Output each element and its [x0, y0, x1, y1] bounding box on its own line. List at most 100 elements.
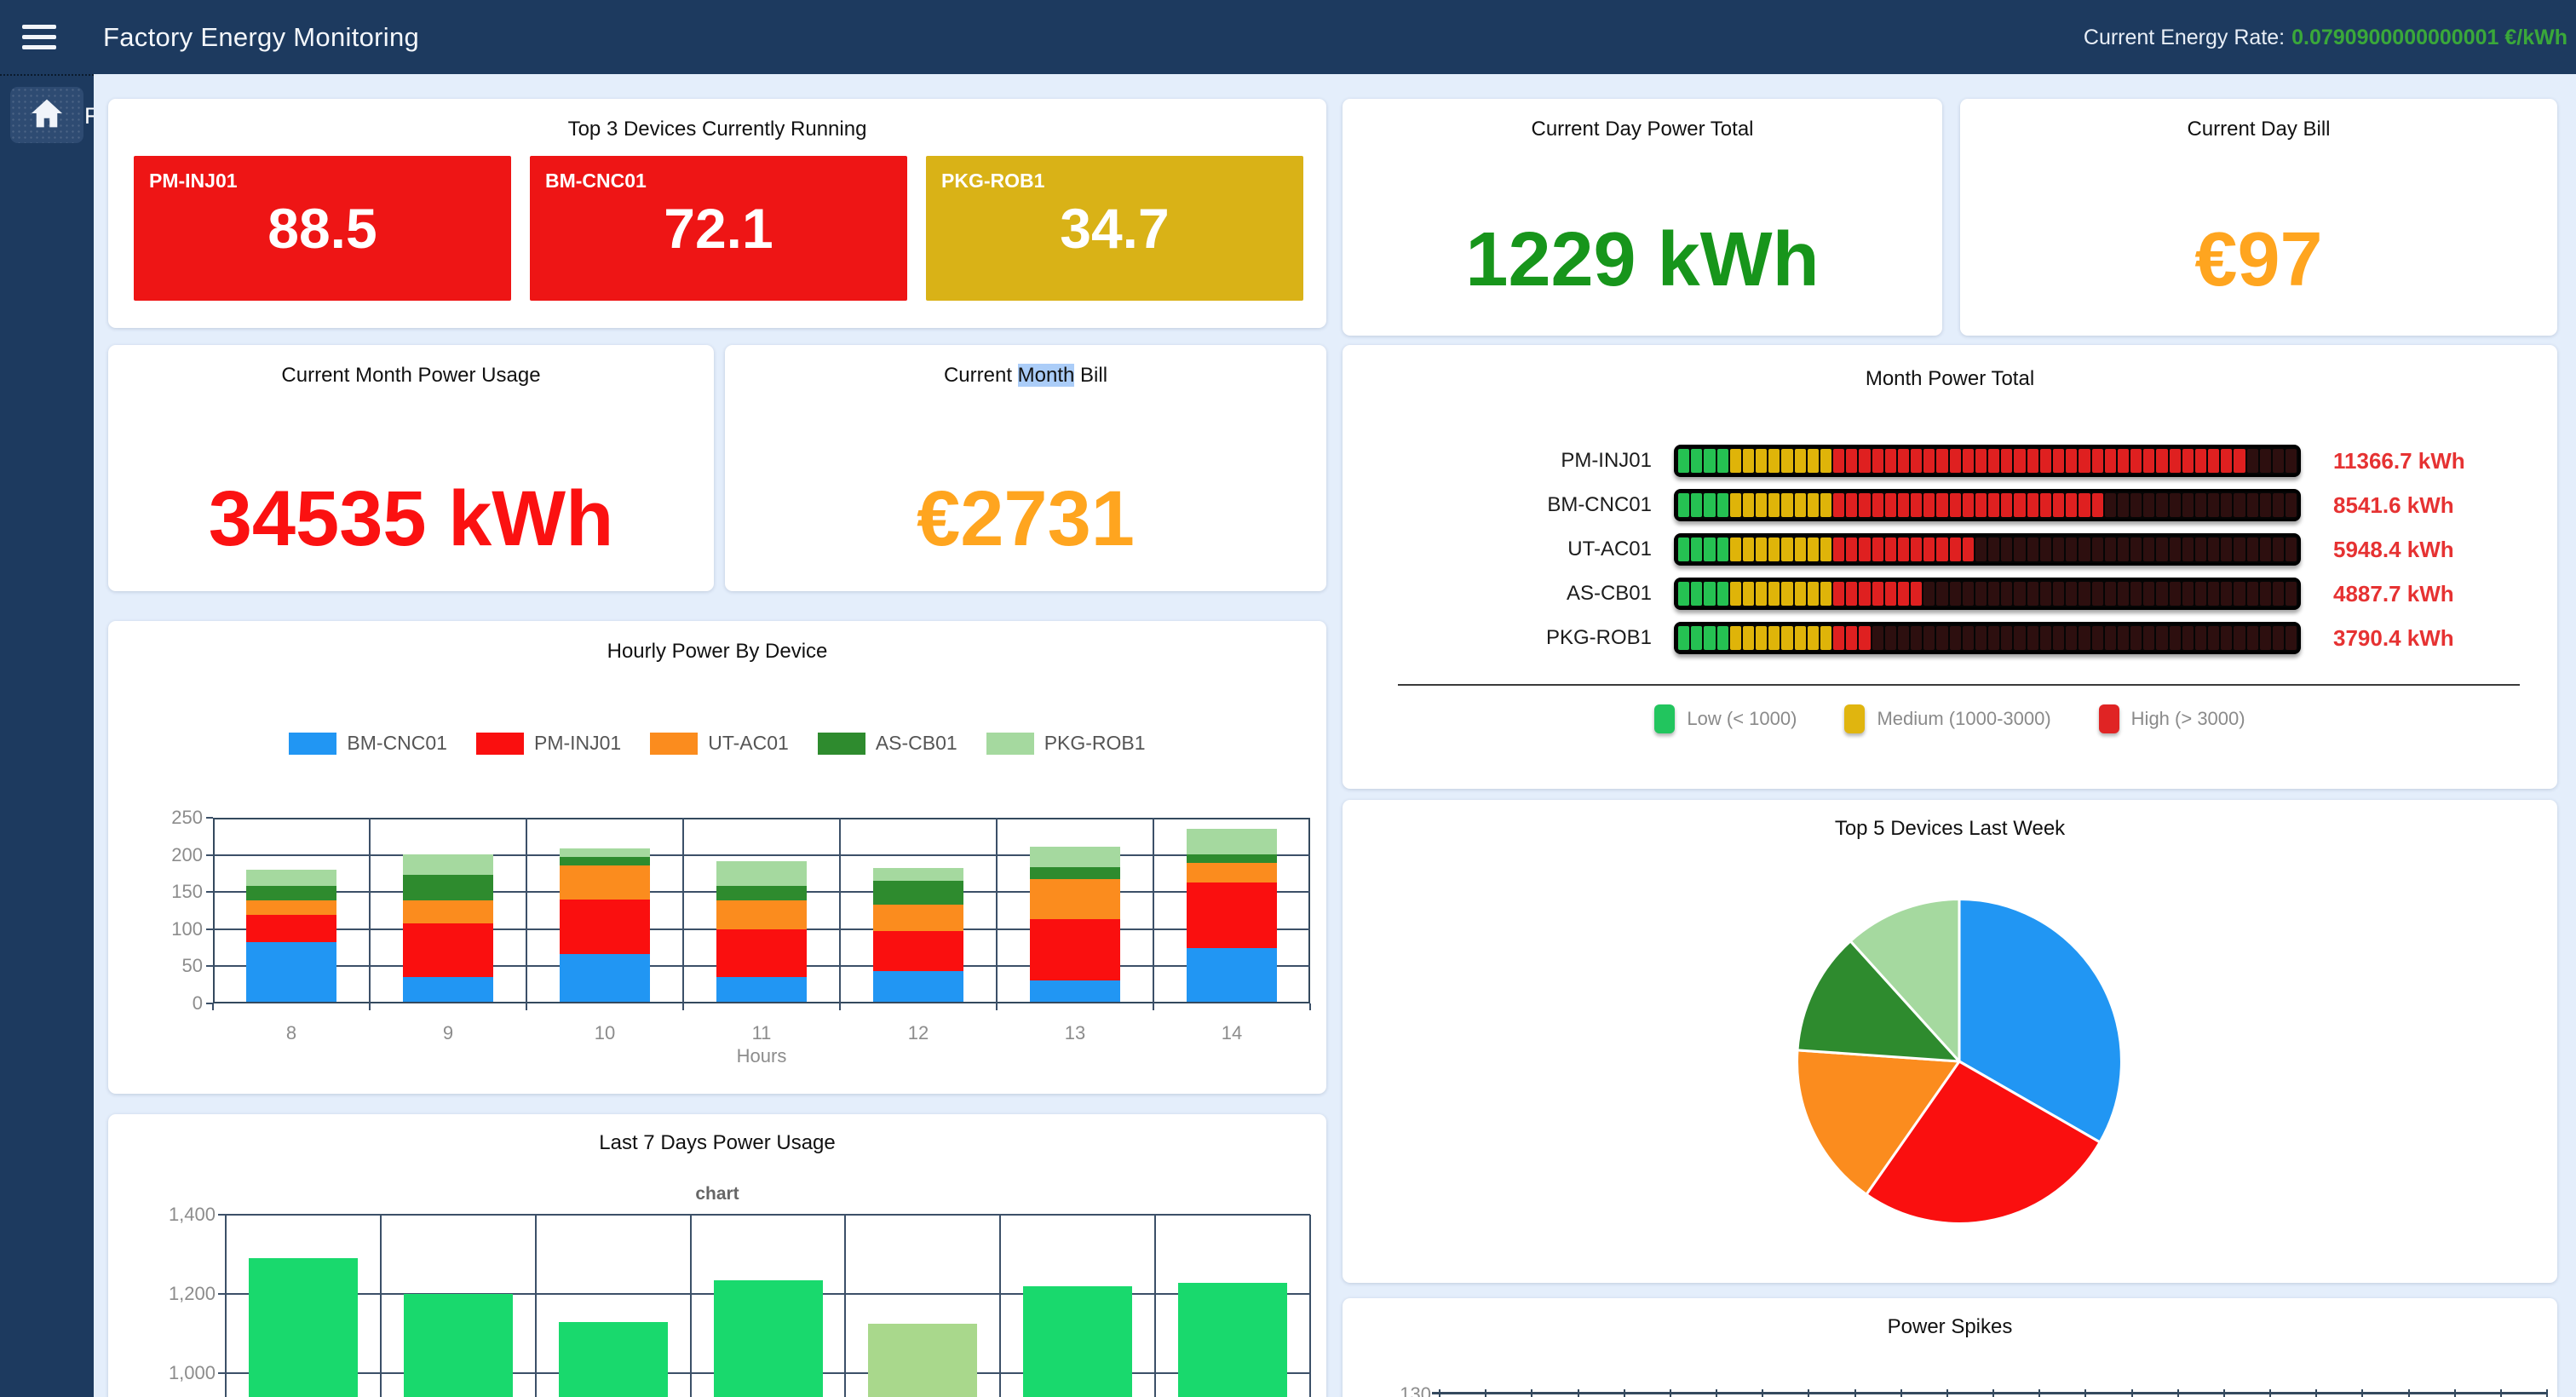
gauge-segment [2221, 538, 2232, 561]
legend-label: BM-CNC01 [347, 732, 447, 755]
legend-item-AS-CB01[interactable]: AS-CB01 [818, 732, 957, 755]
axis-tick-mark [2315, 1389, 2317, 1397]
legend-item-low[interactable]: Low (< 1000) [1654, 704, 1797, 733]
gauge-segment [2286, 538, 2297, 561]
bar-segment-AS-CB01 [873, 881, 963, 905]
gauge-segment [1808, 538, 1819, 561]
gauge-segment [2092, 582, 2103, 606]
bar-segment-BM-CNC01 [716, 977, 807, 1002]
legend-item-PKG-ROB1[interactable]: PKG-ROB1 [986, 732, 1146, 755]
legend-item-BM-CNC01[interactable]: BM-CNC01 [289, 732, 447, 755]
device-running-value: 88.5 [134, 196, 511, 261]
gauge-segment [1846, 449, 1857, 473]
gauge-segment [1885, 626, 1896, 650]
legend-item-high[interactable]: High (> 3000) [2099, 704, 2245, 733]
gauge-segment [2234, 538, 2245, 561]
gauge-segment [2001, 582, 2012, 606]
gauge-segment [1833, 493, 1844, 517]
gauge-segment [2170, 538, 2181, 561]
card-title: Hourly Power By Device [108, 640, 1326, 664]
gauge-segment [1717, 538, 1728, 561]
gauge-segment [1833, 626, 1844, 650]
gauge-segment [1923, 493, 1935, 517]
x-tick-mark [1309, 1003, 1311, 1010]
gridline [999, 1215, 1001, 1397]
gauge-segment [2156, 538, 2167, 561]
stacked-bar-hour-8 [246, 818, 336, 1002]
gauge-segment [1872, 626, 1883, 650]
gauge-segment [1963, 449, 1974, 473]
gauge-segment [2053, 582, 2064, 606]
gauge-segment [1885, 582, 1896, 606]
chart-subtitle: chart [108, 1184, 1326, 1204]
card-title: Top 5 Devices Last Week [1343, 817, 2557, 841]
bar-segment-AS-CB01 [1030, 867, 1120, 879]
legend-item-PM-INJ01[interactable]: PM-INJ01 [476, 732, 621, 755]
gridline [1309, 1215, 1311, 1397]
day-bill-value: €97 [1960, 216, 2557, 304]
month-bill-value: €2731 [725, 474, 1326, 564]
sidebar-item-home[interactable] [10, 87, 83, 143]
gauge-segment [1717, 626, 1728, 650]
gauge-segment [1678, 449, 1689, 473]
bar-segment-PKG-ROB1 [1030, 847, 1120, 867]
gauge-segment [1756, 626, 1767, 650]
gauge-segment [2156, 493, 2167, 517]
gauge-segment [1743, 493, 1754, 517]
gauge-segment [2273, 582, 2284, 606]
gauge-segment [1950, 626, 1961, 650]
x-tick-label: 13 [1041, 1022, 1109, 1044]
gauge-segment [2182, 626, 2194, 650]
stacked-bar-hour-14 [1187, 818, 1277, 1002]
gauge-segment [1833, 449, 1844, 473]
gauge-segment [2066, 538, 2077, 561]
device-name: BM-CNC01 [545, 170, 647, 193]
hourly-legend: BM-CNC01 PM-INJ01 UT-AC01 AS-CB01 PKG-ROB1 [108, 732, 1326, 755]
menu-icon[interactable] [22, 25, 56, 49]
gauge-segment [1730, 449, 1741, 473]
gauge-segment [2105, 538, 2116, 561]
gauge-segment [2118, 626, 2129, 650]
gauge-segment [1885, 538, 1896, 561]
gauge-segment [1730, 626, 1741, 650]
gauge-segment [1859, 449, 1870, 473]
gauge-segment [1808, 449, 1819, 473]
energy-rate-label: Current Energy Rate: [2084, 26, 2285, 49]
legend-item-UT-AC01[interactable]: UT-AC01 [650, 732, 789, 755]
legend-label: PKG-ROB1 [1044, 732, 1146, 755]
gauge-segment [1768, 626, 1780, 650]
card-title: Power Spikes [1343, 1315, 2557, 1339]
gauge-segment [1963, 493, 1974, 517]
pie-chart[interactable] [1789, 891, 2130, 1232]
bar-segment-UT-AC01 [403, 900, 493, 924]
gauge-segment [1936, 449, 1947, 473]
gauge-segment [1781, 626, 1792, 650]
gauge-segment [2066, 449, 2077, 473]
x-tick-mark [996, 1003, 998, 1010]
y-tick-mark [206, 928, 213, 930]
y-tick-label: 150 [160, 881, 203, 903]
axis-tick-mark [1854, 1389, 1856, 1397]
legend-label: AS-CB01 [876, 732, 957, 755]
legend-item-medium[interactable]: Medium (1000-3000) [1844, 704, 2050, 733]
y-tick-mark [206, 891, 213, 893]
gauge-segment [2079, 449, 2090, 473]
sidebar-item-label-clipped: F [84, 103, 94, 129]
gauge-segment [1872, 493, 1883, 517]
gridline [369, 818, 371, 1003]
gauge-segment [2260, 582, 2271, 606]
day-bar-3 [559, 1322, 668, 1397]
legend-swatch [289, 733, 336, 755]
axis-tick-mark [2454, 1389, 2456, 1397]
energy-rate: Current Energy Rate:0.0790900000000001 €… [2084, 26, 2567, 50]
bar-segment-PM-INJ01 [1187, 882, 1277, 948]
card-title: Current Day Power Total [1343, 118, 1942, 141]
gauge-segment [2273, 493, 2284, 517]
gauge-segment [2260, 626, 2271, 650]
bar-segment-PM-INJ01 [716, 929, 807, 978]
gauge-row-UT-AC01: UT-AC015948.4 kWh [1343, 527, 2557, 572]
day-bar-7 [1178, 1283, 1287, 1397]
gauge-segment [2208, 449, 2219, 473]
x-tick-mark [1153, 1003, 1154, 1010]
bar-segment-PM-INJ01 [560, 900, 650, 955]
